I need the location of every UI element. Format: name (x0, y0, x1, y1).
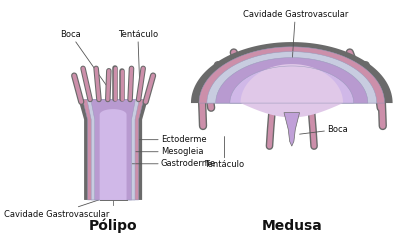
Polygon shape (240, 64, 343, 117)
Polygon shape (199, 47, 385, 103)
Text: Boca: Boca (299, 125, 348, 134)
Text: Tentáculo: Tentáculo (204, 136, 245, 169)
Polygon shape (230, 66, 354, 103)
Polygon shape (100, 109, 126, 200)
Text: Pólipo: Pólipo (89, 219, 138, 234)
Text: Ectoderme: Ectoderme (139, 135, 206, 144)
Text: Medusa: Medusa (261, 219, 322, 234)
Text: Boca: Boca (60, 30, 110, 90)
Text: Cavidade Gastrovascular: Cavidade Gastrovascular (4, 195, 113, 219)
Text: Tentáculo: Tentáculo (118, 30, 158, 83)
Polygon shape (207, 52, 377, 103)
Text: Gastroderme: Gastroderme (132, 159, 216, 168)
Text: Cavidade Gastrovascular: Cavidade Gastrovascular (243, 10, 348, 67)
Polygon shape (216, 58, 368, 103)
Text: Mesogleia: Mesogleia (136, 147, 203, 156)
Polygon shape (191, 42, 392, 103)
Polygon shape (87, 99, 139, 200)
Polygon shape (78, 99, 148, 200)
Polygon shape (91, 99, 136, 200)
Polygon shape (284, 113, 299, 146)
Polygon shape (83, 99, 143, 200)
